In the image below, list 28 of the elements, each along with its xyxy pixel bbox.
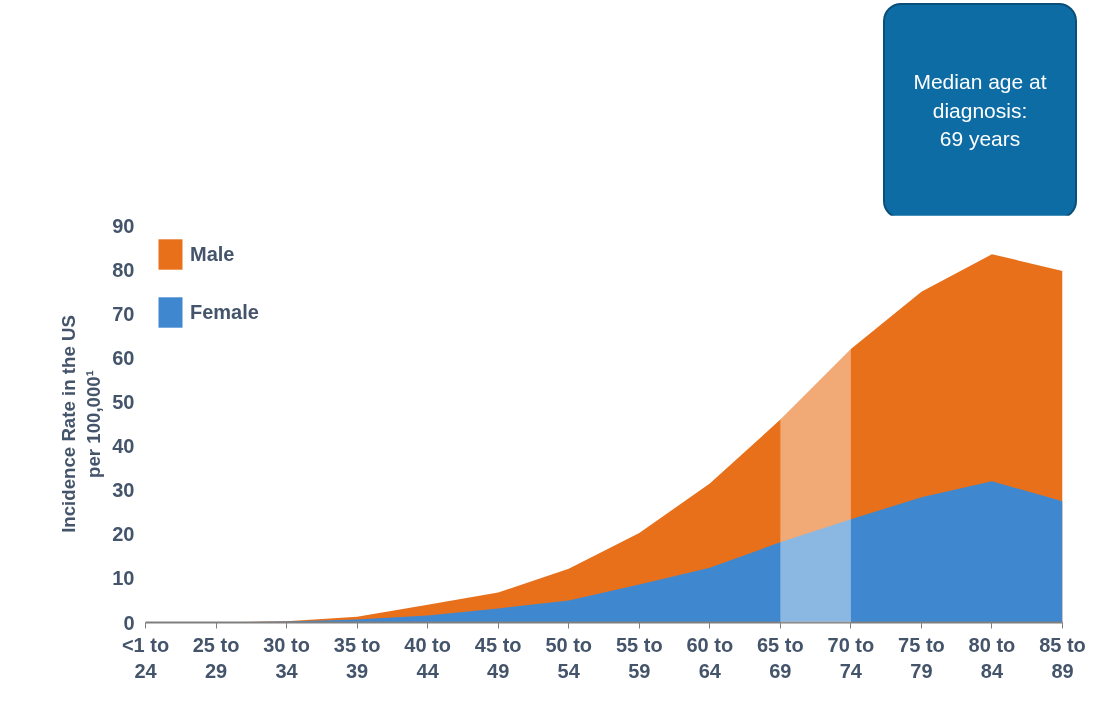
x-tick-label: 40 to 44 [404, 633, 451, 682]
legend-label: Male [190, 242, 235, 266]
x-tick-label: <1 to 24 [121, 633, 170, 682]
x-tick-label: 85 to 89 [1039, 633, 1086, 682]
y-tick-label: 10 [112, 567, 135, 590]
legend-label: Female [190, 300, 259, 324]
x-tick-label: 70 to 74 [827, 633, 875, 682]
x-tick-label: 30 to 34 [263, 633, 310, 682]
y-tick-label: 0 [123, 611, 135, 634]
y-tick-label: 60 [112, 346, 135, 369]
x-tick-label: 75 to 79 [898, 633, 945, 682]
text: Median age at diagnosis: 69 years [883, 3, 1077, 219]
y-tick-label: 40 [112, 435, 135, 458]
y-tick-label: 90 [112, 214, 135, 237]
y-tick-label: 30 [112, 479, 135, 502]
x-tick-label: 80 to 84 [968, 633, 1016, 682]
x-tick-label: 45 to 49 [474, 633, 522, 682]
y-tick-label: 20 [112, 523, 135, 546]
x-tick-label: 55 to 59 [615, 633, 663, 682]
y-tick-label: 80 [112, 258, 135, 281]
x-tick-label: 65 to 69 [757, 633, 804, 682]
x-tick-label: 35 to 39 [333, 633, 381, 682]
y-axis-title: Incidence Rate in the US per 100,000¹ [58, 315, 105, 533]
y-tick-label: 50 [112, 390, 135, 413]
x-tick-label: 60 to 64 [686, 633, 734, 682]
x-tick-label: 25 to 29 [192, 633, 240, 682]
x-tick-label: 50 to 54 [545, 633, 593, 682]
y-tick-label: 70 [112, 302, 135, 325]
